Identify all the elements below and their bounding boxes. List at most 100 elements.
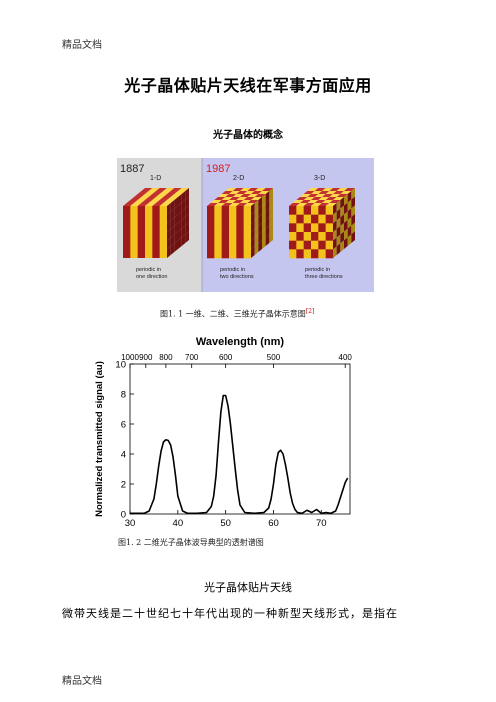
cube-top-cell (221, 197, 233, 200)
dim-1d-label: 1-D (150, 175, 161, 182)
cube-top-cell (218, 200, 229, 203)
cube-side-cell (262, 194, 266, 206)
cube-side-cell (269, 205, 273, 217)
cube-top-cell (229, 197, 240, 200)
cube-side-cell (167, 211, 171, 224)
cube-top-cell (322, 200, 333, 203)
cube-side-cell (333, 237, 337, 250)
document-title: 光子晶体贴片天线在军事方面应用 (124, 76, 372, 95)
cube-front-cell (229, 214, 237, 224)
cube-side-cell (340, 197, 344, 209)
cube-top-cell (148, 194, 160, 197)
cube-top-cell (134, 200, 145, 203)
cube-top-cell (254, 188, 266, 191)
cube-front-cell (303, 232, 312, 241)
cube-top-cell (314, 200, 326, 203)
cube-top-cell (258, 191, 270, 194)
cube-side-cell (251, 203, 255, 215)
cube-front-cell (221, 214, 230, 224)
cube-side-cell (333, 211, 337, 224)
section-subtitle: 光子晶体的概念 (213, 130, 283, 141)
x-tick-label: 30 (125, 518, 136, 529)
cube-side-cell (265, 217, 270, 229)
cube-top-cell (174, 191, 186, 194)
cube-front-stripe (145, 206, 153, 258)
caption-3d-line2: three directions (305, 274, 343, 280)
cube-side-cell (258, 205, 262, 218)
cube-front-cell (289, 206, 297, 215)
cube-side-cell (251, 237, 255, 250)
top-tick-label: 600 (219, 353, 233, 362)
cube-side-cell (347, 199, 352, 212)
dim-2d-label: 2-D (233, 175, 244, 182)
cube-side-cell (262, 202, 266, 215)
cube-side-cell (265, 234, 270, 246)
cube-front-cell (214, 206, 222, 215)
cube-top-cell (152, 191, 164, 194)
cube-front-cell (214, 240, 222, 250)
cube-side-cell (185, 188, 189, 200)
cube-side-cell (347, 208, 352, 220)
cube-front-cell (311, 240, 319, 250)
cube-top-cell (240, 188, 251, 191)
cube-top-cell (210, 200, 222, 203)
y-tick-label: 0 (121, 510, 126, 521)
cube-side-cell (174, 223, 178, 235)
cube-top-cell (159, 191, 171, 194)
cube-side-cell (174, 197, 178, 209)
cube-top-cell (318, 191, 330, 194)
cube-front-cell (207, 214, 215, 224)
cube-front-cell (236, 240, 244, 250)
cube-front-cell (243, 232, 252, 241)
cube-front-cell (311, 232, 319, 241)
cube-top-cell (214, 203, 226, 206)
cube-side-cell (347, 191, 352, 203)
cube-top-cell (221, 203, 233, 206)
cube-front-cell (236, 223, 244, 233)
cube-top-cell (137, 191, 149, 194)
cube-side-cell (344, 202, 348, 215)
cube-top-cell (156, 200, 167, 203)
cube-side-cell (185, 196, 189, 209)
cube-top-cell (240, 194, 251, 197)
top-tick-label: 800 (159, 353, 173, 362)
cube-top-cell (300, 194, 311, 197)
cube-top-cell (141, 200, 153, 203)
cube-front-cell (325, 249, 334, 259)
cube-top-cell (322, 188, 333, 191)
cube-side-cell (269, 196, 273, 209)
y-tick-label: 4 (121, 450, 126, 461)
cube-front-cell (296, 223, 304, 233)
cube-side-cell (269, 222, 273, 235)
cube-top-cell (311, 203, 322, 206)
cube-front-cell (303, 214, 312, 224)
cube-top-cell (137, 203, 149, 206)
cube-side-cell (258, 214, 262, 226)
top-tick-label: 700 (185, 353, 199, 362)
cube-side-cell (269, 231, 273, 243)
y-tick-label: 6 (121, 420, 126, 431)
cube-front-cell (311, 223, 319, 233)
cube-side-cell (336, 243, 341, 255)
figure1-caption: 图1. 1 一维、二维、三维光子晶体示意图[2] (160, 308, 314, 320)
cube-top-cell (130, 197, 142, 200)
top-tick-label: 400 (339, 353, 353, 362)
year-1887: 1887 (120, 163, 144, 175)
cube-side-cell (167, 237, 171, 250)
spectrum-line (130, 394, 349, 515)
cube-side-cell (344, 194, 348, 206)
cube-top-cell (229, 191, 240, 194)
figure1-caption-text: 图1. 1 一维、二维、三维光子晶体示意图 (160, 309, 306, 319)
cube-side-cell (347, 217, 352, 229)
cube-top-cell (232, 200, 244, 203)
cube-side-cell (167, 246, 171, 258)
dim-3d-label: 3-D (314, 175, 325, 182)
cube-top-cell (325, 197, 337, 200)
cube-side-cell (336, 217, 341, 229)
body-paragraph: 微带天线是二十世纪七十年代出现的一种新型天线形式，是指在 (62, 607, 398, 620)
cube-side-cell (340, 205, 344, 218)
cube-front-stripe (152, 206, 160, 258)
caption-3d-line1: periodic in (305, 267, 330, 273)
cube-front-stripe (130, 206, 138, 258)
cube-front-cell (243, 223, 252, 233)
